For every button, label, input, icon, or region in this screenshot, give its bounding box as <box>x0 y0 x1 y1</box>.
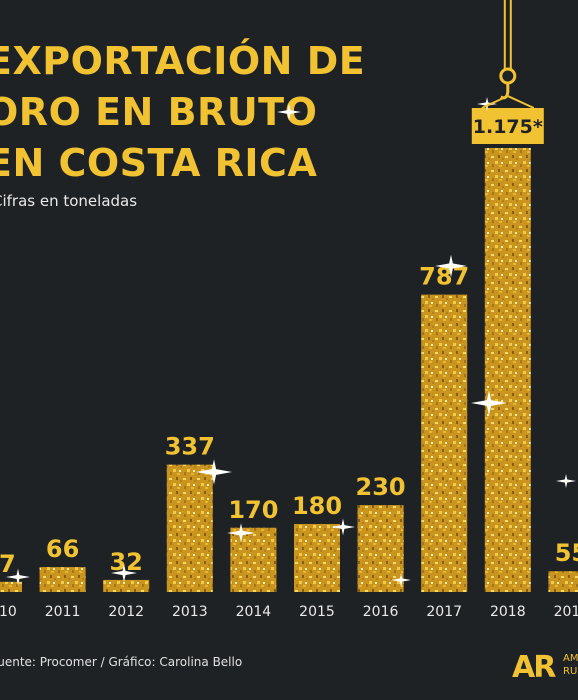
sparkle-icon <box>331 518 355 536</box>
crane-hook <box>481 0 535 109</box>
title-line-2: ORO EN BRUTO <box>0 90 318 134</box>
bar-2011 <box>39 567 86 592</box>
bar-2015 <box>294 523 340 592</box>
sparkle-icon <box>277 103 301 121</box>
value-label: 337 <box>165 433 215 461</box>
brand-logo-side: AM RU <box>563 653 578 677</box>
sparkle-icon <box>227 523 255 543</box>
bar-2014 <box>230 527 277 592</box>
x-tick-label: 2011 <box>45 604 81 620</box>
bar-2019 <box>548 571 578 592</box>
value-label: 55 <box>555 539 578 567</box>
bar-2010 <box>0 581 22 592</box>
sparkle-icon <box>435 254 467 278</box>
bars-layer: 2010272011662012322013337201417020151802… <box>0 97 578 620</box>
sparkle-icon <box>6 568 30 586</box>
sparkle-icon <box>471 390 507 416</box>
x-tick-label: 2012 <box>108 604 144 620</box>
x-tick-label: 2017 <box>426 604 462 620</box>
x-tick-label: 2013 <box>172 604 208 620</box>
title-line-3: EN COSTA RICA <box>0 141 318 185</box>
x-tick-label: 2015 <box>299 604 335 620</box>
value-label: 1.175* <box>473 116 543 138</box>
sparkle-icon <box>196 459 232 485</box>
sparkle-icon <box>477 97 497 111</box>
value-label: 27 <box>0 550 16 578</box>
x-tick-label: 2016 <box>363 604 399 620</box>
sparkle-icon <box>391 573 411 587</box>
x-tick-label: 2010 <box>0 604 17 620</box>
value-label: 230 <box>356 473 406 501</box>
chart-title: EXPORTACIÓN DE ORO EN BRUTO EN COSTA RIC… <box>0 36 365 189</box>
bar-2018 <box>484 148 531 592</box>
chart-subtitle: Cifras en toneladas <box>0 192 138 210</box>
title-line-1: EXPORTACIÓN DE <box>0 39 366 83</box>
source-credit: Fuente: Procomer / Gráfico: Carolina Bel… <box>0 655 243 669</box>
brand-logo: AR <box>512 650 556 685</box>
x-tick-label: 2014 <box>236 604 272 620</box>
bar-2012 <box>103 579 150 592</box>
highlight-label-box <box>471 108 544 144</box>
bar-2017 <box>421 294 468 592</box>
x-tick-label: 2019 <box>554 604 578 620</box>
value-label: 170 <box>228 496 278 524</box>
bar-2013 <box>166 464 213 592</box>
sparkle-icon <box>556 474 576 488</box>
bar-2016 <box>357 505 404 592</box>
sparkle-icon <box>111 563 137 583</box>
value-label: 180 <box>292 492 342 520</box>
value-label: 66 <box>46 535 79 563</box>
x-tick-label: 2018 <box>490 604 526 620</box>
